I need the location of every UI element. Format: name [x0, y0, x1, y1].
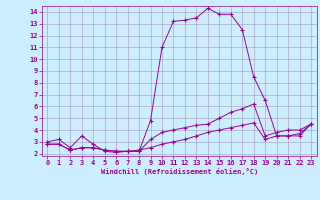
- X-axis label: Windchill (Refroidissement éolien,°C): Windchill (Refroidissement éolien,°C): [100, 168, 258, 175]
